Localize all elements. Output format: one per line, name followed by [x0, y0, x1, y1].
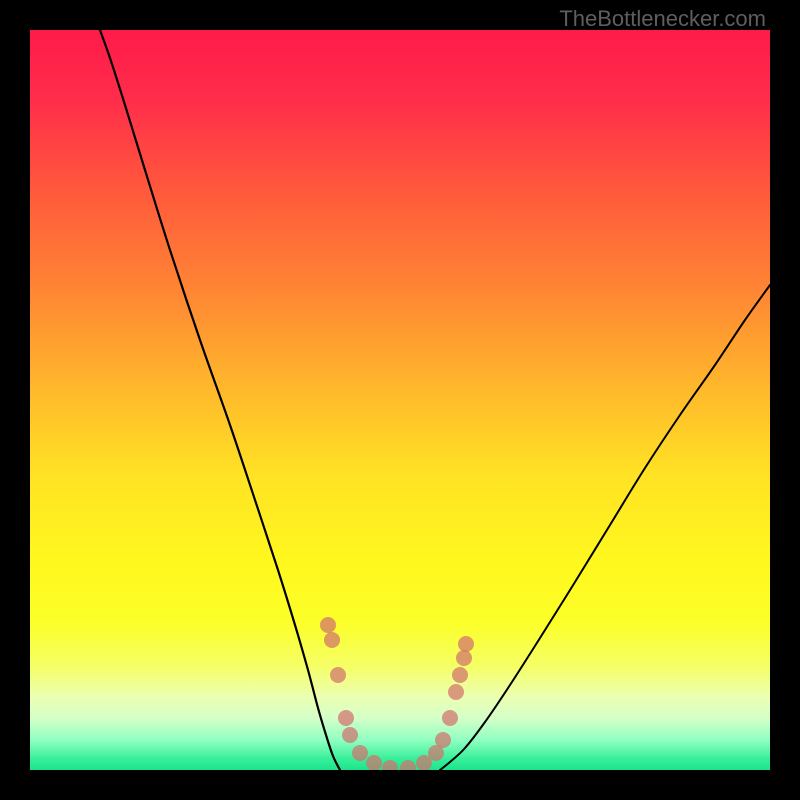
marker-dot	[320, 617, 336, 633]
curve-layer	[30, 30, 770, 770]
watermark-text: TheBottlenecker.com	[559, 6, 766, 32]
marker-dot	[352, 745, 368, 761]
marker-dot	[442, 710, 458, 726]
marker-dot	[456, 650, 472, 666]
marker-dot	[330, 667, 346, 683]
plot-area	[30, 30, 770, 770]
marker-dot	[382, 760, 398, 770]
marker-dot	[324, 632, 340, 648]
marker-dot	[452, 667, 468, 683]
marker-dot	[435, 732, 451, 748]
chart-canvas: TheBottlenecker.com	[0, 0, 800, 800]
left-branch-curve	[100, 30, 340, 770]
marker-dot	[366, 755, 382, 770]
right-branch-curve	[440, 285, 770, 770]
dotted-markers	[320, 617, 474, 770]
marker-dot	[338, 710, 354, 726]
marker-dot	[448, 684, 464, 700]
marker-dot	[400, 760, 416, 770]
marker-dot	[458, 636, 474, 652]
marker-dot	[342, 727, 358, 743]
